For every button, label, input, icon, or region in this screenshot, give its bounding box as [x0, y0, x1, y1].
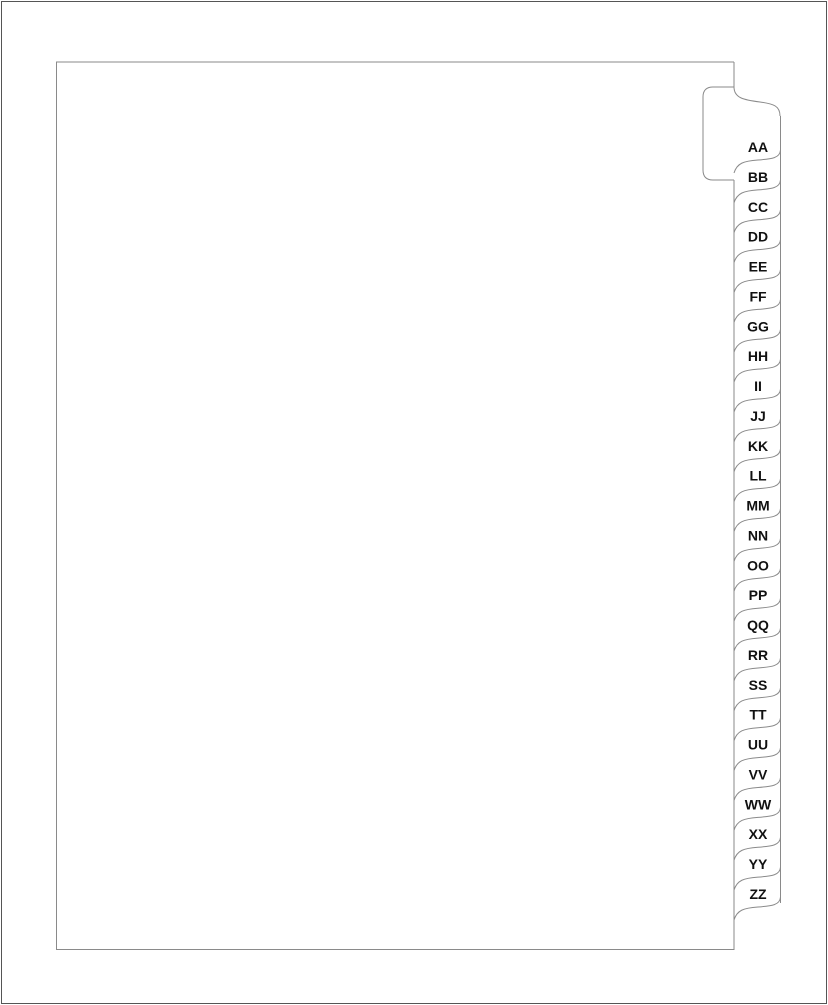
tab-boundary: [733, 568, 781, 592]
tab-label: MM: [746, 498, 769, 514]
tab-label: VV: [749, 767, 768, 783]
tab-aa[interactable]: AA: [733, 139, 781, 174]
tab-boundary: [733, 598, 781, 622]
tab-pp[interactable]: PP: [733, 587, 781, 622]
tab-label: ZZ: [749, 886, 767, 902]
tab-cc[interactable]: CC: [733, 199, 781, 233]
tab-boundary: [733, 807, 781, 831]
tab-boundary: [733, 329, 781, 353]
tab-label: WW: [745, 796, 772, 812]
tab-label: DD: [748, 229, 768, 245]
tab-boundary: [733, 717, 781, 741]
tab-boundary: [733, 239, 781, 263]
tab-label: XX: [749, 826, 768, 842]
tab-boundary: [733, 149, 781, 174]
tab-label: JJ: [750, 408, 766, 424]
tab-label: FF: [749, 288, 767, 304]
tab-boundary: [733, 896, 781, 921]
tab-ee[interactable]: EE: [733, 259, 781, 293]
tab-vv[interactable]: VV: [733, 767, 781, 801]
tab-bb[interactable]: BB: [733, 169, 781, 204]
tab-oo[interactable]: OO: [733, 557, 781, 592]
tab-qq[interactable]: QQ: [733, 617, 781, 652]
tab-label: II: [754, 378, 762, 394]
tab-boundary: [733, 687, 781, 711]
tab-label: GG: [747, 318, 769, 334]
tab-label: QQ: [747, 617, 769, 633]
tab-xx[interactable]: XX: [733, 826, 781, 861]
tab-rr[interactable]: RR: [733, 647, 781, 682]
page-outline: [56, 61, 735, 950]
tab-label: KK: [748, 438, 768, 454]
tab-jj[interactable]: JJ: [733, 408, 781, 443]
tab-nn[interactable]: NN: [733, 527, 781, 562]
tab-label: TT: [749, 707, 767, 723]
tab-label: YY: [749, 856, 768, 872]
tab-boundary: [733, 209, 781, 233]
tab-label: SS: [749, 677, 768, 693]
tab-label: CC: [748, 199, 768, 215]
tab-label: EE: [749, 259, 768, 275]
tab-boundary: [733, 508, 781, 532]
tab-boundary: [733, 359, 781, 383]
tab-yy[interactable]: YY: [733, 856, 781, 891]
tab-dd[interactable]: DD: [733, 229, 781, 263]
tab-zz[interactable]: ZZ: [733, 886, 781, 921]
tab-ww[interactable]: WW: [733, 796, 781, 831]
tab-label: UU: [748, 737, 768, 753]
tab-gg[interactable]: GG: [733, 318, 781, 353]
first-tab-shape: [702, 62, 781, 181]
tab-boundary: [733, 538, 781, 562]
tab-boundary: [733, 867, 781, 891]
tab-boundary: [733, 837, 781, 861]
tab-ff[interactable]: FF: [733, 288, 781, 323]
tab-boundary: [733, 478, 781, 502]
tab-boundary: [733, 179, 781, 204]
tab-tt[interactable]: TT: [733, 707, 781, 741]
tab-label: PP: [749, 587, 768, 603]
tab-kk[interactable]: KK: [733, 438, 781, 472]
tab-label: NN: [748, 527, 768, 543]
tab-list: AA BB CC DD EE FF GG HH II JJ KK LL MM NN OO PP QQ RR SS TT…: [733, 139, 781, 921]
tab-boundary: [733, 388, 781, 413]
tab-hh[interactable]: HH: [733, 348, 781, 383]
tab-ll[interactable]: LL: [733, 468, 781, 502]
tab-ss[interactable]: SS: [733, 677, 781, 711]
tab-label: HH: [748, 348, 768, 364]
tab-ii[interactable]: II: [733, 378, 781, 413]
tab-label: BB: [748, 169, 768, 185]
tab-uu[interactable]: UU: [733, 737, 781, 771]
tab-label: AA: [748, 139, 768, 155]
tab-boundary: [733, 657, 781, 682]
tab-mm[interactable]: MM: [733, 498, 781, 532]
tab-boundary: [733, 269, 781, 293]
tab-label: LL: [749, 468, 767, 484]
tab-label: RR: [748, 647, 768, 663]
tab-label: OO: [747, 557, 769, 573]
tab-boundary: [733, 418, 781, 443]
tab-boundary: [733, 448, 781, 472]
tab-boundary: [733, 299, 781, 323]
tab-boundary: [733, 777, 781, 801]
tab-boundary: [733, 747, 781, 771]
tab-boundary: [733, 628, 781, 652]
